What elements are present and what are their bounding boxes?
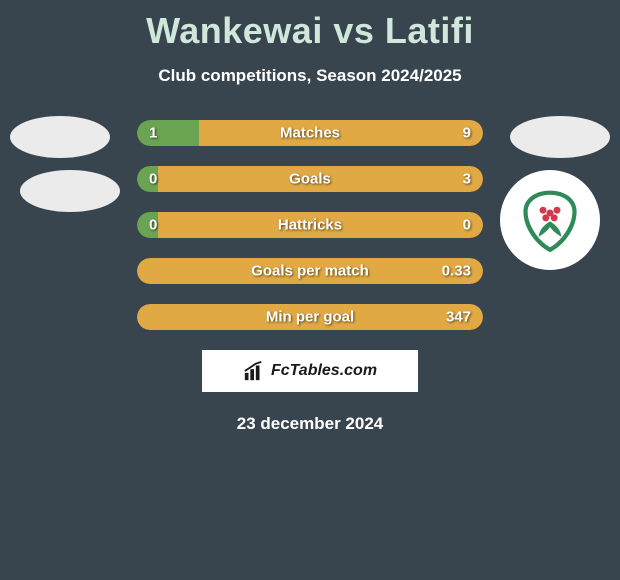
stat-bar: 1 Matches 9 [137,120,483,146]
chart-icon [243,360,265,382]
stat-label: Min per goal [266,309,354,326]
comparison-bars: 1 Matches 9 0 Goals 3 0 Hattricks 0 Goals per mat… [137,120,483,330]
stat-value-left: 1 [149,125,157,142]
stat-value-right: 9 [463,125,471,142]
stat-bar: Goals per match 0.33 [137,258,483,284]
brand-text: FcTables.com [271,362,377,380]
player1-badge-placeholder-1 [10,116,110,158]
date-text: 23 december 2024 [0,414,620,434]
player1-badge-placeholder-2 [20,170,120,212]
club-logo-icon [515,185,585,255]
brand-box[interactable]: FcTables.com [202,350,418,392]
stat-value-right: 347 [446,309,471,326]
stat-value-right: 0 [463,217,471,234]
stat-value-right: 3 [463,171,471,188]
stat-label: Matches [280,125,340,142]
stat-bar: 0 Goals 3 [137,166,483,192]
player2-badge-placeholder-1 [510,116,610,158]
stat-label: Goals per match [251,263,369,280]
stat-label: Hattricks [278,217,342,234]
stat-bar-right-fill [199,120,483,146]
stat-value-left: 0 [149,171,157,188]
player2-club-badge [500,170,600,270]
stat-value-left: 0 [149,217,157,234]
stat-bar-left-fill [137,120,199,146]
stat-value-right: 0.33 [442,263,471,280]
page-title: Wankewai vs Latifi [0,0,620,52]
stat-bar: Min per goal 347 [137,304,483,330]
subtitle: Club competitions, Season 2024/2025 [0,66,620,86]
stat-label: Goals [289,171,331,188]
stat-bar: 0 Hattricks 0 [137,212,483,238]
